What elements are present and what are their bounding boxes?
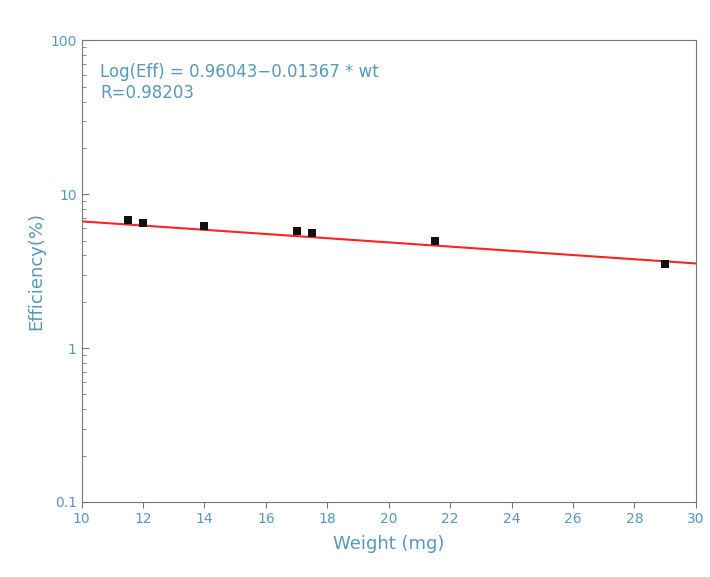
Point [306, 228, 317, 238]
Point [429, 236, 440, 245]
X-axis label: Weight (mg): Weight (mg) [333, 535, 444, 553]
Point [291, 226, 302, 235]
Text: Log(Eff) = 0.96043−0.01367 * wt
R=0.98203: Log(Eff) = 0.96043−0.01367 * wt R=0.9820… [100, 63, 379, 102]
Point [660, 260, 671, 269]
Point [138, 219, 149, 228]
Point [199, 222, 210, 231]
Point [122, 215, 133, 224]
Y-axis label: Efficiency(%): Efficiency(%) [27, 212, 45, 330]
